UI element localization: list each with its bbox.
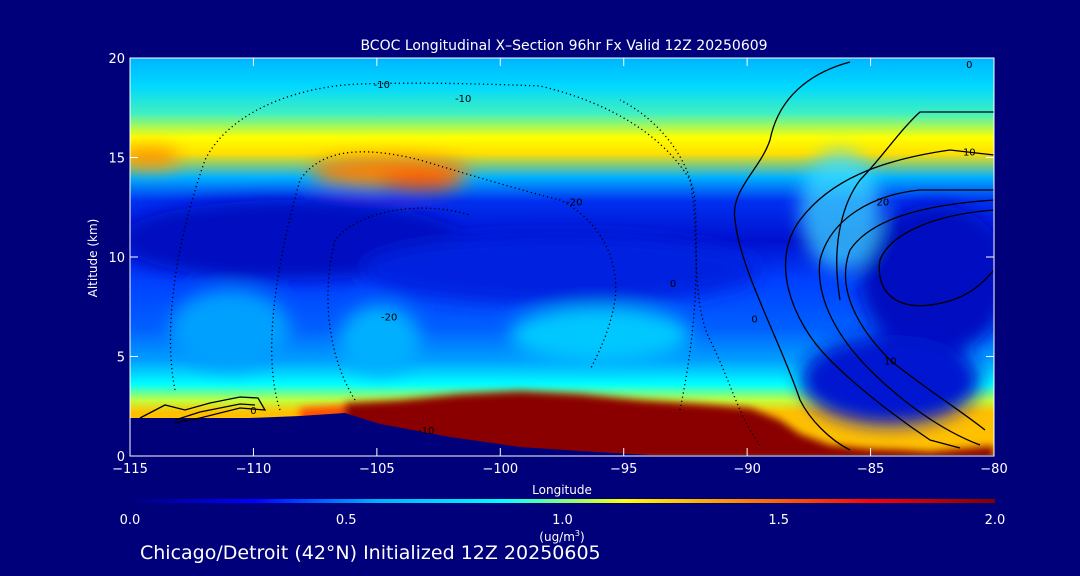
contour-east-spine (836, 111, 994, 301)
colorbar-tick-label: 1.0 (552, 513, 573, 528)
contour-neg20 (271, 151, 617, 411)
mid-plume-west (170, 290, 290, 370)
mid-plume-center (340, 305, 420, 375)
colorbar-unit: (ug/m3) (539, 529, 584, 544)
colorbar-unit-close: ) (580, 530, 585, 544)
colorbar-tick-label: 2.0 (985, 513, 1006, 528)
contour-label: 10 (963, 148, 976, 159)
colorbar-tick-label: 1.5 (768, 513, 789, 528)
terrain (130, 413, 994, 456)
x-tick-label: −100 (482, 462, 518, 477)
contour-40 (878, 209, 994, 307)
x-tick-label: −80 (980, 462, 1007, 477)
contours-solid (139, 61, 994, 451)
x-tick-label: −85 (857, 462, 884, 477)
colorbar-tick-label: 0.0 (120, 513, 141, 528)
y-tick-label: 5 (117, 351, 125, 366)
cyan-core (510, 307, 690, 363)
west-orange-edge (130, 148, 180, 168)
contour-30 (845, 199, 994, 431)
red-layer (345, 391, 994, 456)
upper-red-core (380, 174, 460, 190)
x-tick-label: −90 (733, 462, 760, 477)
y-axis-title: Altitude (km) (86, 219, 100, 298)
dark-band-center (360, 235, 760, 305)
colorbar-unit-exp: 3 (575, 529, 580, 538)
x-tick-label: −115 (112, 462, 148, 477)
field-features (130, 148, 994, 425)
x-tick-label: −105 (359, 462, 395, 477)
colorbar-unit-text: (ug/m (539, 530, 575, 544)
chart-title: BCOC Longitudinal X–Section 96hr Fx Vali… (360, 38, 767, 54)
contour-20 (818, 189, 994, 446)
contour-10 (784, 149, 994, 449)
caption: Chicago/Detroit (42°N) Initialized 12Z 2… (140, 542, 601, 564)
x-tick-label: −110 (236, 462, 272, 477)
contour-label: 0 (966, 60, 972, 71)
contour-labels: 0 -10 -20 0 10 20 10 -10 -20 0 0 -10 (250, 60, 975, 437)
contour-label: -10 (455, 94, 471, 105)
contour-label: -10 (374, 80, 390, 91)
contour-label: -20 (381, 313, 397, 324)
colorbar: 0.0 0.5 1.0 1.5 2.0 (ug/m3) (120, 499, 1006, 544)
y-tick-label: 20 (108, 52, 125, 67)
y-tick-label: 10 (108, 251, 125, 266)
colorbar-tick-label: 0.5 (336, 513, 357, 528)
contour-neg10-outer (169, 82, 761, 446)
x-axis-title: Longitude (532, 483, 592, 497)
contour-label: 0 (751, 315, 757, 326)
contour-label: 0 (250, 406, 256, 417)
contour-label: -10 (418, 426, 434, 437)
contour-zero-surface-west-inner (174, 403, 256, 421)
contour-label: 20 (877, 197, 890, 208)
colorbar-bar (130, 499, 995, 503)
y-tick-label: 0 (117, 450, 125, 465)
contour-zero-east (733, 61, 851, 451)
east-dark-core (860, 205, 994, 355)
east-dark-lower (800, 335, 980, 425)
contours-dotted (169, 82, 761, 446)
y-tick-label: 15 (108, 152, 125, 167)
contour-label: -20 (566, 197, 582, 208)
colorbar-ticks: 0.0 0.5 1.0 1.5 2.0 (120, 513, 1006, 528)
contour-zero-west (619, 99, 697, 411)
contour-label: 10 (884, 356, 897, 367)
heatmap-field (130, 58, 994, 456)
contour-zero-surface-west (139, 396, 267, 424)
x-tick-label: −95 (610, 462, 637, 477)
axes: −115 −110 −105 −100 −95 −90 −85 −80 0 5 10 15 20 (108, 52, 1007, 477)
east-cyan-fringe (800, 150, 880, 270)
contour-label: 0 (670, 279, 676, 290)
